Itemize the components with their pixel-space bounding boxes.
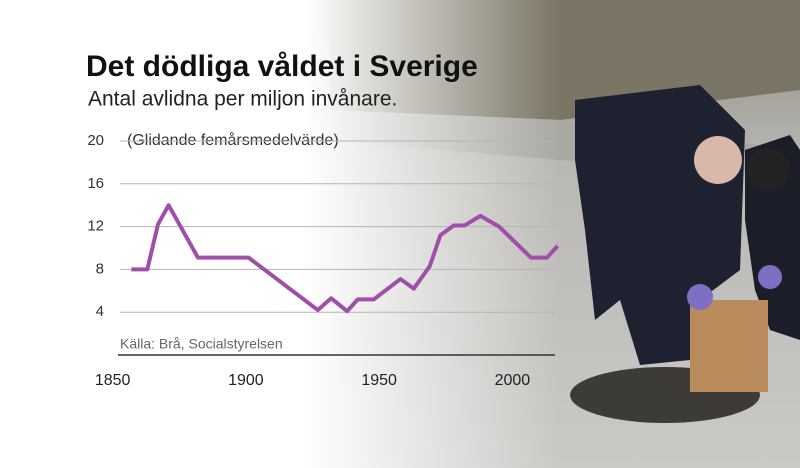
x-tick-label: 2000 (495, 372, 531, 389)
y-tick-label: 8 (96, 260, 104, 277)
y-tick-label: 20 (87, 132, 104, 149)
x-tick-label: 1850 (95, 372, 131, 389)
y-tick-label: 16 (87, 175, 104, 192)
data-line (131, 203, 560, 314)
x-tick-label: 1900 (228, 372, 264, 389)
y-tick-label: 12 (87, 218, 104, 235)
source: Källa: Brå, Socialstyrelsen (120, 336, 283, 352)
chart-title: Det dödliga våldet i Sverige (86, 50, 478, 83)
y-tick-label: 4 (96, 303, 104, 320)
chart-subtitle: Antal avlidna per miljon invånare. (88, 88, 397, 111)
x-tick-label: 1950 (361, 372, 397, 389)
annotation: (Glidande femårsmedelvärde) (127, 131, 339, 149)
